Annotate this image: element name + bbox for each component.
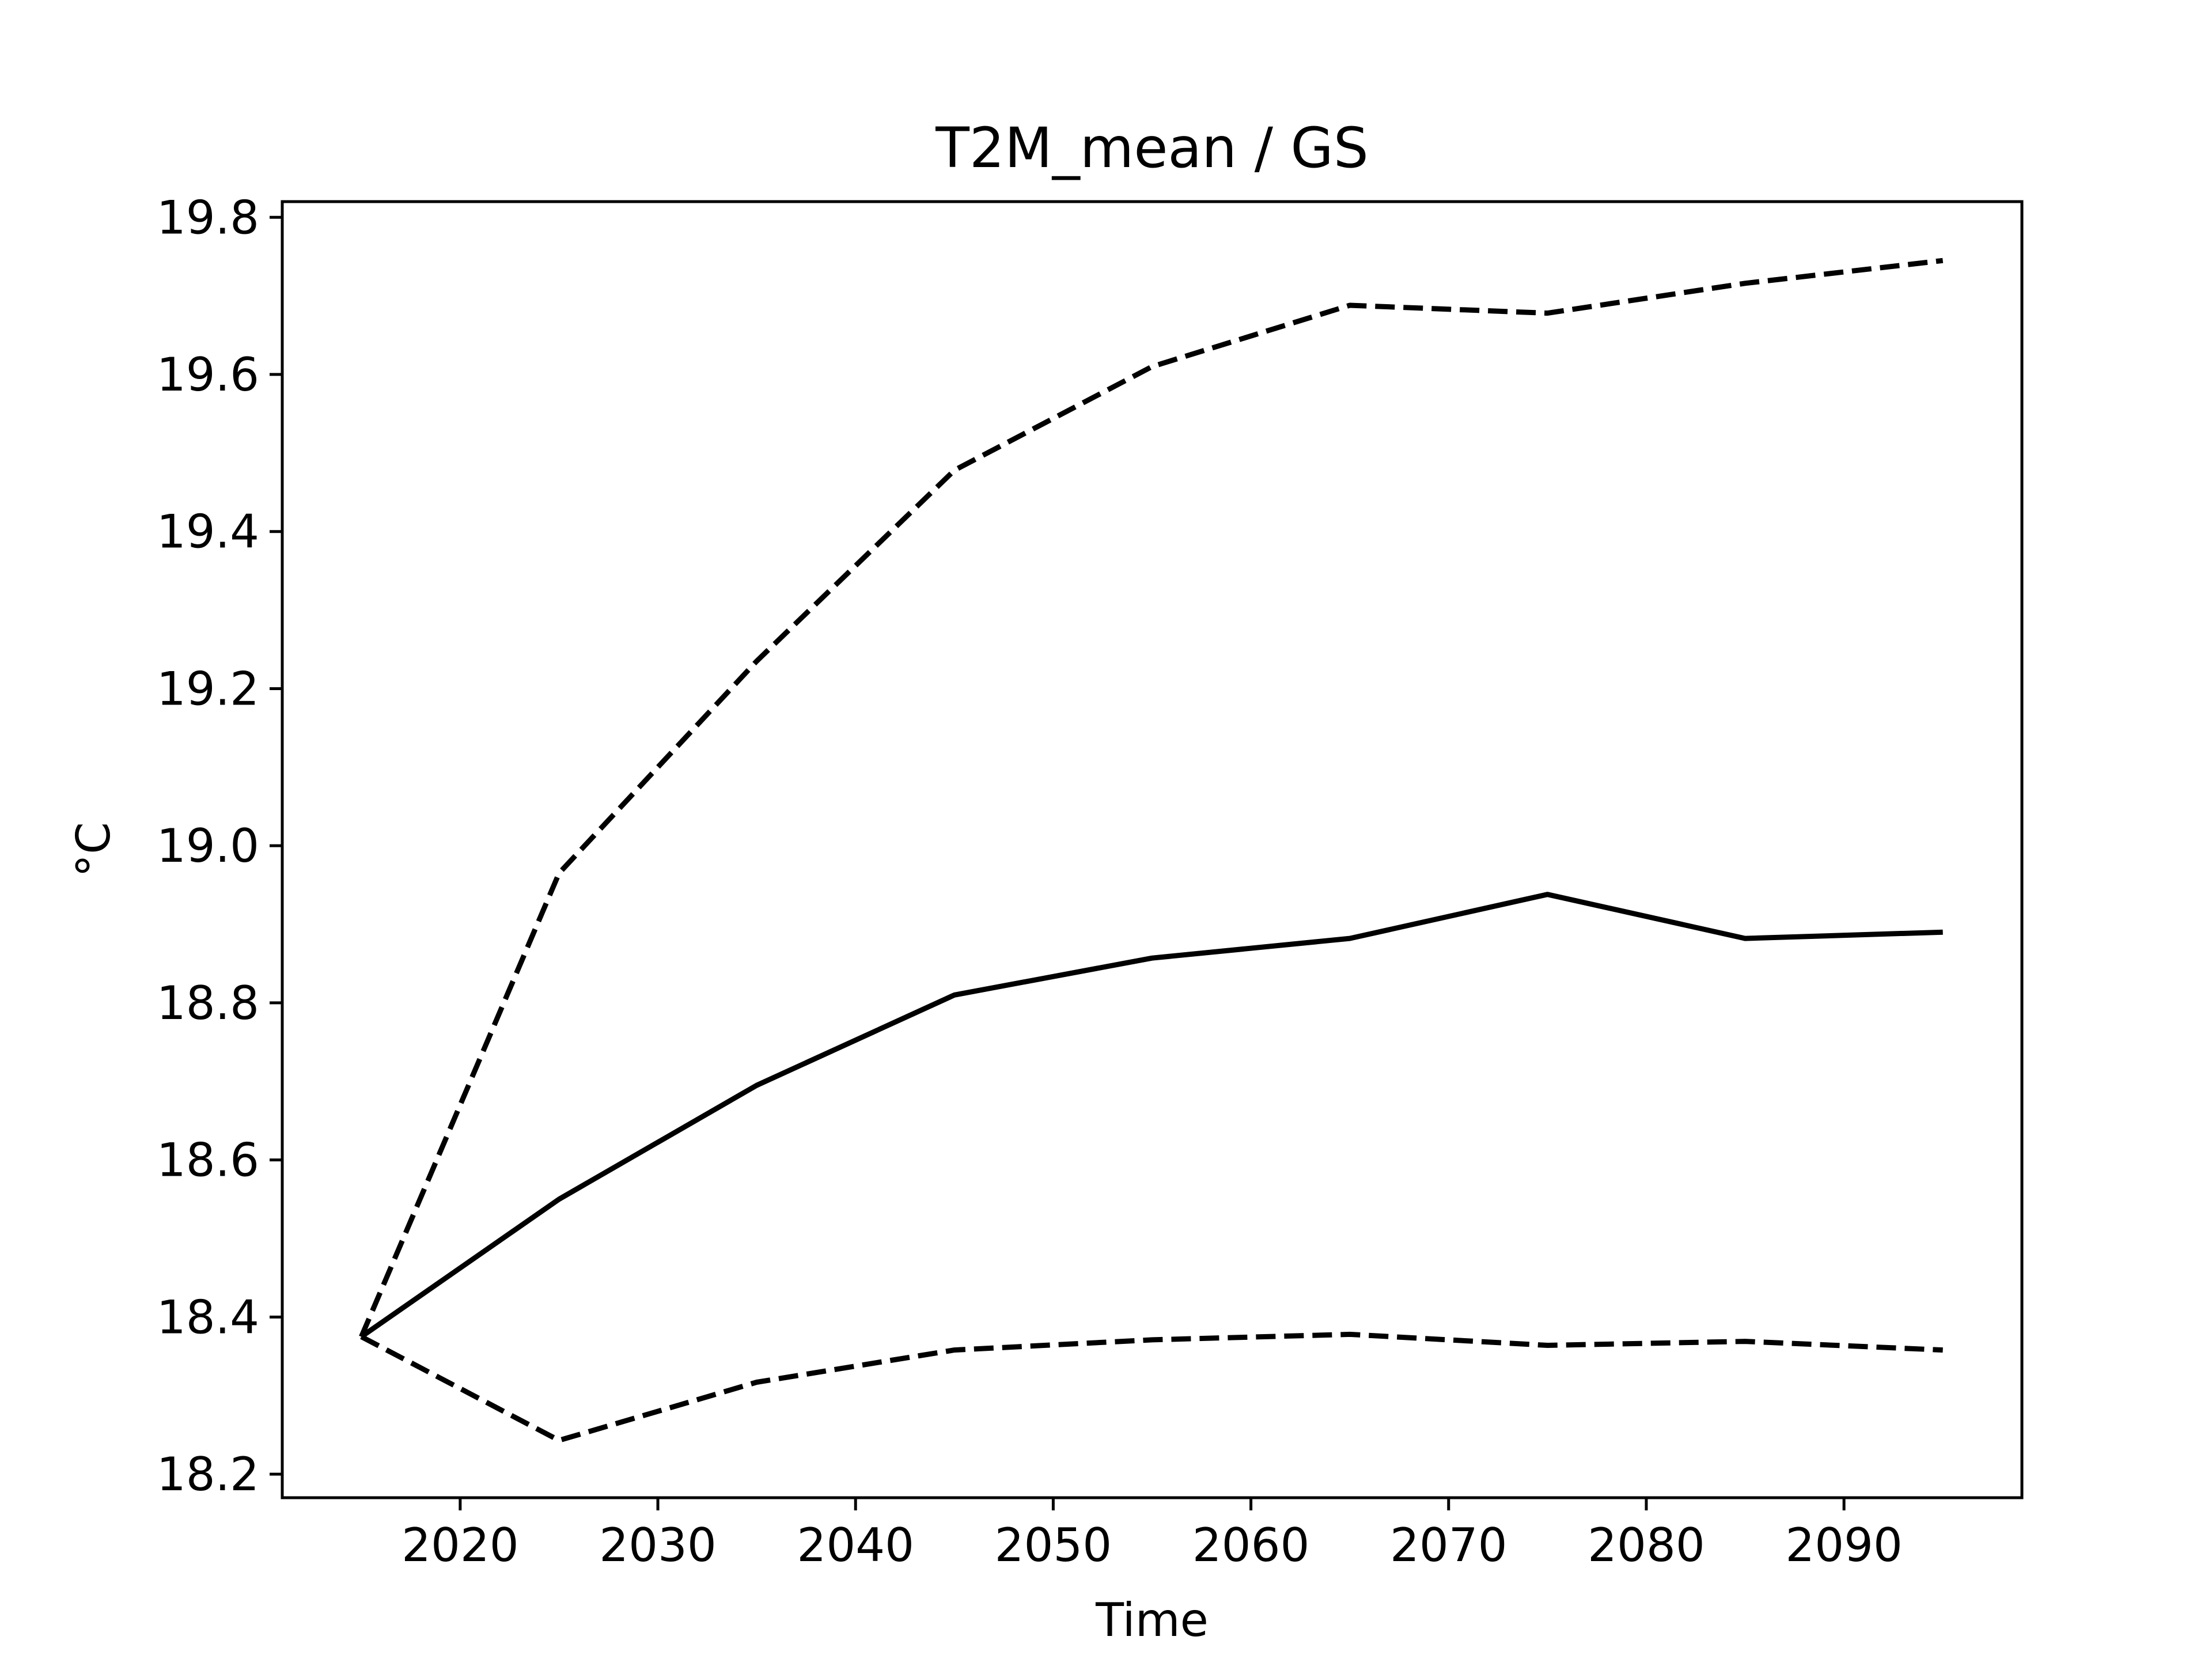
y-tick-label: 18.2 xyxy=(157,1448,259,1501)
series-layer xyxy=(359,257,1944,1443)
x-tick-label: 2070 xyxy=(1390,1518,1508,1572)
y-tick-label: 19.8 xyxy=(157,191,259,244)
chart-title: T2M_mean / GS xyxy=(935,116,1369,180)
y-tick-label: 18.6 xyxy=(157,1134,259,1187)
x-axis-ticks: 2020 2030 2040 2050 2060 2070 2080 2090 xyxy=(402,1498,1903,1572)
y-tick-label: 19.6 xyxy=(157,348,259,402)
y-axis-label: °C xyxy=(67,822,120,877)
x-tick-label: 2050 xyxy=(995,1518,1112,1572)
x-tick-label: 2060 xyxy=(1192,1518,1310,1572)
y-tick-label: 18.4 xyxy=(157,1290,259,1344)
x-tick-label: 2030 xyxy=(599,1518,717,1572)
x-tick-label: 2020 xyxy=(402,1518,519,1572)
y-axis-ticks: 18.2 18.4 18.6 18.8 19.0 19.2 19.4 19.6 19.8 xyxy=(157,191,282,1501)
plot-frame xyxy=(281,200,2024,1499)
x-tick-label: 2090 xyxy=(1785,1518,1903,1572)
y-tick-label: 19.2 xyxy=(157,662,259,715)
dashed-series-line-2 xyxy=(360,1331,1943,1443)
x-tick-label: 2080 xyxy=(1588,1518,1705,1572)
x-axis-label: Time xyxy=(1095,1593,1209,1647)
y-tick-label: 18.8 xyxy=(157,976,259,1030)
solid-series-line-0 xyxy=(359,892,1943,1339)
x-tick-label: 2040 xyxy=(797,1518,914,1572)
dashed-series-line-1 xyxy=(359,257,1944,1338)
y-tick-label: 19.4 xyxy=(157,505,259,559)
y-tick-label: 19.0 xyxy=(157,819,259,873)
